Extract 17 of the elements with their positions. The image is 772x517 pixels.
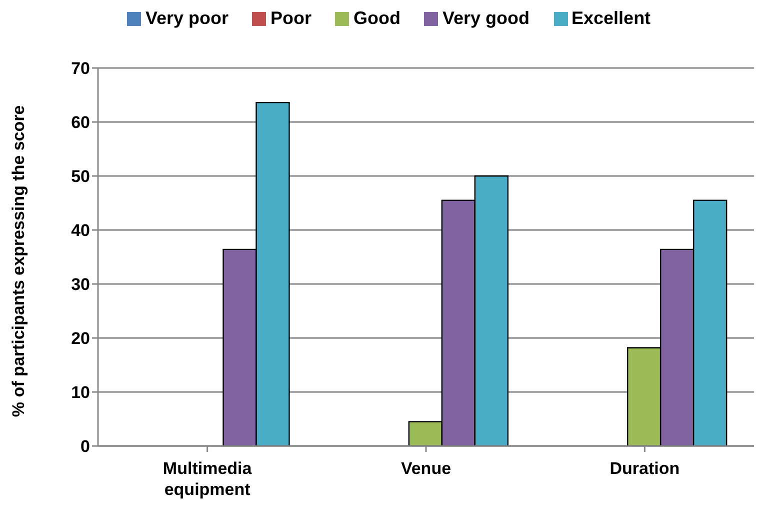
y-tick-label: 70 xyxy=(71,59,90,78)
x-tick-label: Venue xyxy=(400,459,452,478)
legend-label: Very good xyxy=(442,8,530,28)
x-tick-label: Duration xyxy=(610,459,680,478)
y-tick-label: 20 xyxy=(71,329,90,348)
legend-label: Good xyxy=(353,8,400,28)
legend-label: Excellent xyxy=(572,8,651,28)
y-tick-label: 30 xyxy=(71,275,90,294)
legend-label: Poor xyxy=(270,8,312,28)
y-axis-title: % of participants expressing the score xyxy=(9,105,28,417)
y-tick-label: 0 xyxy=(80,437,90,456)
y-tick-label: 40 xyxy=(71,221,90,240)
y-tick-label: 60 xyxy=(71,113,90,132)
y-tick-label: 10 xyxy=(71,383,90,402)
x-tick-label: Multimedia equipment xyxy=(162,459,252,499)
legend-label: Very poor xyxy=(145,8,228,28)
y-tick-label: 50 xyxy=(71,167,90,186)
